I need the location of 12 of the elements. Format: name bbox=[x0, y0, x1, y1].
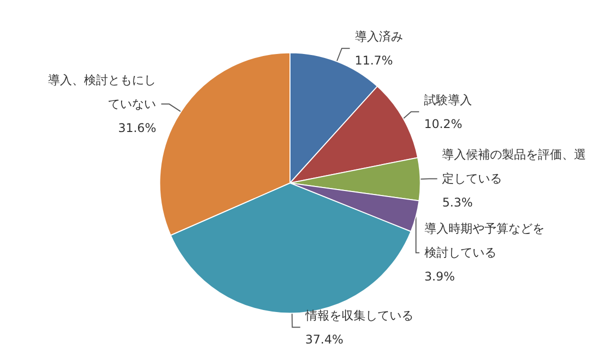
slice-label: 試験導入 bbox=[424, 92, 472, 107]
data-label: 11.7% bbox=[354, 53, 393, 68]
slice-label: 導入、検討ともにしていない bbox=[48, 73, 156, 112]
data-label: 10.2% bbox=[424, 116, 462, 131]
data-label: 37.4% bbox=[305, 332, 344, 346]
slice-label: 導入候補の製品を評価、選定している bbox=[442, 148, 586, 186]
data-label: 31.6% bbox=[118, 121, 156, 136]
data-label: 3.9% bbox=[424, 270, 455, 284]
slice-label: 導入時期や予算などを検討している bbox=[424, 222, 544, 260]
slice-label: 情報を収集している bbox=[304, 308, 414, 322]
slice-label: 導入済み bbox=[354, 29, 403, 44]
data-label: 5.3% bbox=[442, 196, 473, 210]
